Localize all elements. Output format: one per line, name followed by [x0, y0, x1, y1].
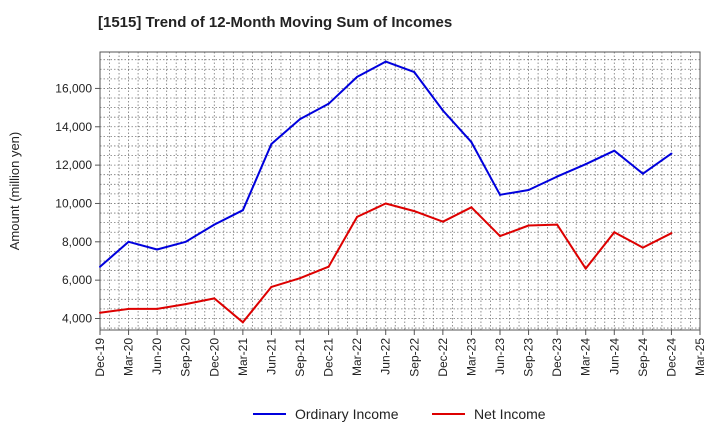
data-point: [584, 267, 587, 270]
data-point: [613, 231, 616, 234]
x-tick-label: Sep-22: [407, 338, 421, 377]
chart-title: [1515] Trend of 12-Month Moving Sum of I…: [98, 14, 453, 31]
y-tick-label: 12,000: [55, 158, 92, 172]
data-point: [527, 189, 530, 192]
data-point: [99, 265, 101, 268]
data-point: [299, 277, 301, 280]
data-point: [213, 223, 216, 226]
y-tick-label: 16,000: [55, 81, 92, 95]
x-tick-label: Sep-21: [293, 338, 307, 377]
data-point: [327, 265, 330, 268]
x-tick-label: Dec-21: [322, 338, 336, 377]
data-point: [156, 248, 159, 251]
x-tick-label: Sep-24: [636, 338, 650, 377]
data-point: [556, 175, 559, 178]
data-point: [213, 297, 216, 300]
data-point: [413, 210, 416, 213]
data-point: [641, 246, 644, 249]
data-point: [127, 240, 130, 243]
x-tick-label: Mar-20: [122, 338, 136, 376]
data-series: [99, 60, 673, 324]
legend-label: Ordinary Income: [295, 406, 399, 422]
x-tick-label: Jun-20: [150, 338, 164, 375]
x-tick-label: Sep-20: [179, 338, 193, 377]
data-point: [470, 206, 473, 209]
plot-area: [99, 51, 701, 331]
data-point: [413, 71, 416, 74]
data-point: [241, 321, 244, 324]
data-point: [556, 223, 559, 226]
data-point: [527, 224, 530, 227]
x-tick-label: Jun-22: [379, 338, 393, 375]
data-point: [156, 307, 159, 310]
data-point: [470, 141, 473, 144]
data-point: [241, 209, 244, 212]
data-point: [299, 118, 301, 121]
y-axis-label: Amount (million yen): [7, 132, 22, 251]
x-tick-label: Mar-24: [579, 338, 593, 376]
x-tick-label: Mar-25: [693, 338, 707, 376]
data-point: [384, 60, 387, 63]
x-tick-label: Dec-20: [207, 338, 221, 377]
data-point: [356, 215, 359, 218]
data-point: [670, 232, 673, 235]
x-tick-label: Sep-23: [522, 338, 536, 377]
data-point: [356, 75, 359, 78]
data-point: [127, 307, 130, 310]
x-tick-label: Dec-22: [436, 338, 450, 377]
x-axis-ticks: Dec-19 Mar-20 Jun-20 Sep-20 Dec-20 Mar-21 Jun-…: [93, 330, 707, 377]
data-point: [641, 172, 644, 175]
x-tick-label: Dec-19: [93, 338, 107, 377]
x-tick-label: Jun-24: [607, 338, 621, 375]
data-point: [327, 102, 330, 105]
x-tick-label: Mar-23: [464, 338, 478, 376]
legend: Ordinary Income Net Income: [253, 406, 546, 422]
data-point: [584, 163, 587, 166]
grid-lines: [100, 52, 700, 330]
data-point: [499, 193, 501, 196]
data-point: [270, 143, 273, 146]
data-point: [270, 285, 273, 288]
y-tick-label: 4,000: [62, 311, 92, 325]
data-point: [441, 109, 444, 112]
data-point: [184, 303, 187, 306]
y-axis-ticks: 4,000 6,000 8,000 10,000 12,000 14,000 16,000: [55, 81, 100, 325]
y-tick-label: 6,000: [62, 273, 92, 287]
data-point: [670, 152, 673, 155]
x-tick-label: Jun-21: [264, 338, 278, 375]
data-point: [613, 149, 616, 152]
x-tick-label: Jun-23: [493, 338, 507, 375]
data-point: [99, 311, 101, 314]
data-point: [441, 220, 444, 223]
x-tick-label: Dec-23: [550, 338, 564, 377]
data-point: [184, 240, 187, 243]
x-tick-label: Mar-22: [350, 338, 364, 376]
data-point: [384, 202, 387, 205]
y-tick-label: 14,000: [55, 120, 92, 134]
data-point: [499, 235, 501, 238]
x-tick-label: Dec-24: [664, 338, 678, 377]
x-tick-label: Mar-21: [236, 338, 250, 376]
legend-label: Net Income: [474, 406, 546, 422]
y-tick-label: 8,000: [62, 235, 92, 249]
y-tick-label: 10,000: [55, 196, 92, 210]
